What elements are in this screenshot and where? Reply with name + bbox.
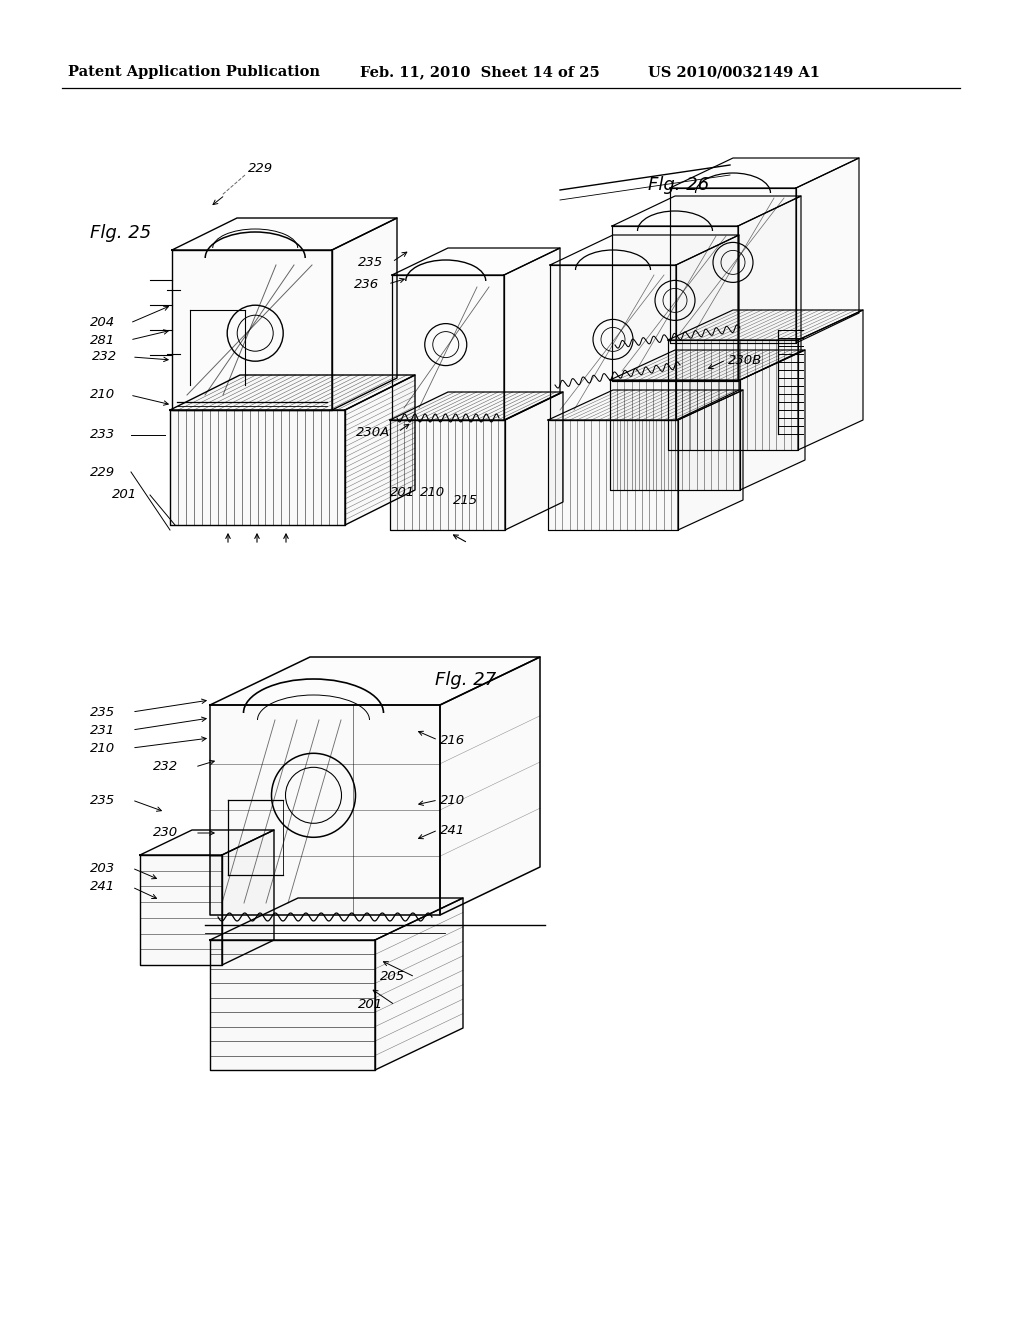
Text: Feb. 11, 2010  Sheet 14 of 25: Feb. 11, 2010 Sheet 14 of 25 bbox=[360, 65, 600, 79]
Polygon shape bbox=[612, 195, 801, 226]
Text: 204: 204 bbox=[90, 317, 115, 330]
Text: Patent Application Publication: Patent Application Publication bbox=[68, 65, 319, 79]
Text: 235: 235 bbox=[90, 705, 115, 718]
Text: 210: 210 bbox=[420, 487, 445, 499]
Text: 210: 210 bbox=[440, 793, 465, 807]
Text: 232: 232 bbox=[92, 351, 117, 363]
Polygon shape bbox=[392, 248, 560, 275]
Text: Flg. 26: Flg. 26 bbox=[648, 176, 710, 194]
Polygon shape bbox=[670, 187, 796, 343]
Text: 281: 281 bbox=[90, 334, 115, 346]
Polygon shape bbox=[548, 389, 743, 420]
Text: 203: 203 bbox=[90, 862, 115, 874]
Polygon shape bbox=[610, 350, 805, 380]
Text: 236: 236 bbox=[354, 277, 379, 290]
Polygon shape bbox=[222, 830, 274, 965]
Polygon shape bbox=[668, 341, 798, 450]
Polygon shape bbox=[670, 158, 859, 187]
Polygon shape bbox=[332, 218, 397, 411]
Text: US 2010/0032149 A1: US 2010/0032149 A1 bbox=[648, 65, 820, 79]
Text: 201: 201 bbox=[390, 487, 415, 499]
Polygon shape bbox=[140, 830, 274, 855]
Text: 241: 241 bbox=[440, 824, 465, 837]
Polygon shape bbox=[550, 265, 676, 420]
Text: 205: 205 bbox=[380, 970, 406, 983]
Text: 230B: 230B bbox=[728, 354, 762, 367]
Polygon shape bbox=[798, 310, 863, 450]
Polygon shape bbox=[668, 310, 863, 341]
Polygon shape bbox=[210, 940, 375, 1071]
Polygon shape bbox=[550, 235, 739, 265]
Text: 233: 233 bbox=[90, 429, 115, 441]
Text: 231: 231 bbox=[90, 723, 115, 737]
Polygon shape bbox=[170, 375, 415, 411]
Polygon shape bbox=[210, 657, 540, 705]
Text: 201: 201 bbox=[112, 488, 137, 502]
Text: 210: 210 bbox=[90, 742, 115, 755]
Polygon shape bbox=[172, 218, 397, 249]
Polygon shape bbox=[390, 420, 505, 531]
Text: 235: 235 bbox=[358, 256, 383, 268]
Polygon shape bbox=[375, 898, 463, 1071]
Text: Flg. 27: Flg. 27 bbox=[435, 671, 497, 689]
Polygon shape bbox=[390, 392, 563, 420]
Text: 229: 229 bbox=[248, 161, 273, 174]
Text: 230A: 230A bbox=[356, 425, 390, 438]
Polygon shape bbox=[140, 855, 222, 965]
Text: 210: 210 bbox=[90, 388, 115, 401]
Polygon shape bbox=[548, 420, 678, 531]
Polygon shape bbox=[740, 350, 805, 490]
Polygon shape bbox=[392, 275, 504, 420]
Polygon shape bbox=[210, 705, 440, 915]
Text: 241: 241 bbox=[90, 880, 115, 894]
Text: 201: 201 bbox=[358, 998, 383, 1011]
Text: 216: 216 bbox=[440, 734, 465, 747]
Polygon shape bbox=[676, 235, 739, 420]
Text: 230: 230 bbox=[153, 826, 178, 840]
Polygon shape bbox=[796, 158, 859, 343]
Text: 232: 232 bbox=[153, 760, 178, 774]
Polygon shape bbox=[738, 195, 801, 381]
Text: Flg. 25: Flg. 25 bbox=[90, 224, 152, 242]
Polygon shape bbox=[170, 411, 345, 525]
Text: 235: 235 bbox=[90, 793, 115, 807]
Polygon shape bbox=[610, 380, 740, 490]
Polygon shape bbox=[612, 226, 738, 381]
Polygon shape bbox=[504, 248, 560, 420]
Polygon shape bbox=[345, 375, 415, 525]
Polygon shape bbox=[505, 392, 563, 531]
Polygon shape bbox=[678, 389, 743, 531]
Text: 229: 229 bbox=[90, 466, 115, 479]
Polygon shape bbox=[440, 657, 540, 915]
Polygon shape bbox=[210, 898, 463, 940]
Polygon shape bbox=[172, 249, 332, 411]
Text: 215: 215 bbox=[453, 494, 478, 507]
